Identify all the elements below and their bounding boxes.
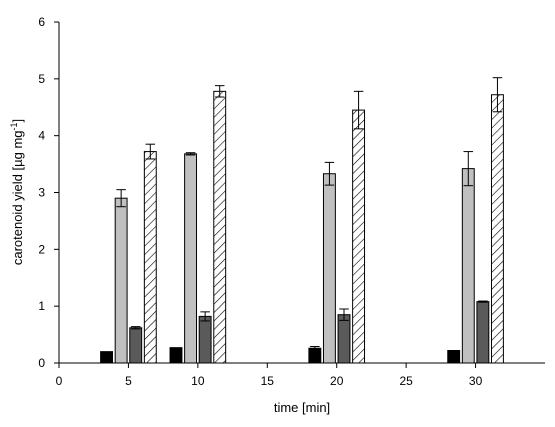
bar — [352, 109, 366, 364]
y-axis-title-close: ] — [10, 119, 25, 123]
bar — [198, 315, 212, 364]
bar — [447, 349, 461, 364]
bar — [337, 314, 351, 364]
y-tick-label: 2 — [38, 242, 45, 256]
y-axis-title: carotenoid yield [µg mg-1] — [9, 119, 25, 265]
y-axis-title-main: carotenoid yield [µg mg — [10, 130, 25, 265]
bar — [129, 327, 143, 364]
bar — [184, 153, 198, 364]
x-tick-label: 5 — [125, 374, 132, 388]
bar — [476, 301, 490, 364]
x-tick-label: 30 — [469, 374, 483, 388]
y-tick-label: 1 — [38, 299, 45, 313]
y-tick-label: 3 — [38, 186, 45, 200]
bar — [490, 94, 504, 364]
bar — [461, 168, 475, 364]
bar — [213, 90, 227, 364]
bar — [308, 347, 322, 364]
x-axis-title: time [min] — [274, 400, 330, 415]
bar — [169, 347, 183, 364]
y-axis-title-sup: -1 — [9, 122, 19, 130]
y-tick-label: 5 — [38, 72, 45, 86]
x-tick-label: 10 — [191, 374, 205, 388]
x-tick-label: 25 — [399, 374, 413, 388]
bar — [322, 173, 336, 364]
bar — [143, 151, 157, 364]
x-tick-label: 0 — [56, 374, 63, 388]
x-tick-label: 15 — [261, 374, 275, 388]
x-tick-label: 20 — [330, 374, 344, 388]
y-tick-label: 6 — [38, 15, 45, 29]
bars — [100, 77, 504, 364]
bar — [100, 351, 114, 364]
bar — [114, 197, 128, 364]
tick-labels: 0 1 2 3 4 5 6 0 5 10 15 20 25 30 — [38, 15, 482, 388]
y-tick-label: 4 — [38, 129, 45, 143]
y-tick-label: 0 — [38, 356, 45, 370]
